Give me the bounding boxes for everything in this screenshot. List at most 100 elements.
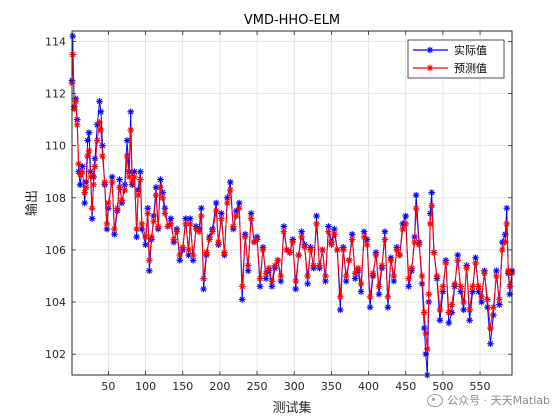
data-point	[97, 108, 105, 116]
data-point	[426, 220, 434, 228]
data-point	[97, 126, 105, 134]
x-tick-label: 400	[358, 380, 379, 393]
data-point	[182, 215, 190, 222]
data-point	[103, 220, 111, 228]
data-point	[198, 212, 205, 220]
data-point	[88, 215, 96, 222]
data-point	[454, 251, 462, 259]
data-point	[378, 262, 386, 269]
x-axis-label: 测试集	[272, 400, 311, 416]
data-point	[91, 163, 99, 170]
data-point	[316, 262, 323, 269]
data-point	[428, 202, 436, 209]
data-point	[262, 270, 270, 277]
data-point	[436, 306, 444, 314]
data-point	[411, 238, 418, 246]
data-point	[342, 272, 350, 280]
data-point	[506, 290, 514, 298]
data-point	[85, 147, 93, 155]
data-point	[460, 306, 467, 314]
data-point	[292, 277, 300, 285]
data-point	[277, 277, 285, 285]
data-point	[396, 251, 404, 259]
y-tick-label: 104	[45, 296, 66, 309]
data-point	[387, 257, 395, 264]
x-tick-label: 550	[470, 380, 491, 393]
data-point	[81, 189, 88, 196]
data-point	[351, 270, 359, 277]
data-point	[339, 246, 347, 254]
data-point	[295, 251, 302, 259]
data-point	[123, 152, 131, 160]
data-point	[127, 108, 135, 116]
data-point	[185, 246, 192, 254]
data-point	[422, 330, 430, 337]
data-point	[475, 283, 482, 290]
data-point	[79, 168, 86, 176]
data-point	[366, 293, 374, 301]
data-point	[360, 228, 368, 235]
data-point	[298, 233, 305, 241]
data-point	[420, 324, 428, 332]
data-point	[128, 178, 136, 186]
wechat-icon	[427, 393, 444, 407]
y-tick-label: 102	[45, 348, 66, 361]
data-point	[460, 298, 467, 306]
data-point	[277, 272, 285, 280]
data-point	[423, 345, 431, 353]
data-point	[76, 181, 84, 189]
data-point	[85, 129, 93, 136]
data-point	[348, 230, 356, 238]
data-point	[466, 306, 473, 314]
data-point	[90, 181, 97, 189]
data-point	[322, 272, 329, 280]
data-point	[463, 264, 470, 272]
data-point	[195, 228, 203, 235]
data-point	[439, 283, 447, 290]
data-point	[200, 275, 207, 282]
grid	[72, 31, 512, 375]
data-point	[167, 220, 175, 228]
data-point	[227, 186, 234, 194]
data-point	[256, 275, 264, 282]
data-point	[73, 121, 81, 129]
data-point	[478, 293, 485, 301]
data-point	[118, 197, 126, 204]
data-point	[405, 283, 412, 290]
data-point	[457, 283, 465, 290]
data-point	[152, 191, 160, 199]
data-point	[445, 309, 453, 316]
data-point	[313, 212, 320, 220]
data-point	[337, 306, 344, 314]
data-point	[176, 251, 184, 259]
data-point	[179, 244, 187, 251]
data-point	[372, 251, 380, 259]
data-point	[133, 233, 140, 241]
data-point	[148, 233, 155, 241]
data-point	[134, 191, 142, 199]
data-point	[145, 257, 153, 264]
data-point	[221, 249, 228, 256]
data-point	[99, 142, 106, 149]
data-point	[133, 225, 140, 233]
data-point	[436, 316, 444, 324]
y-tick-label: 110	[45, 140, 66, 153]
data-point	[142, 233, 149, 241]
data-point	[131, 173, 138, 181]
data-point	[265, 264, 273, 272]
data-point	[84, 152, 91, 160]
data-point	[280, 228, 288, 235]
watermark-text: 公众号 · 天天Matlab	[447, 394, 550, 407]
data-point	[182, 220, 190, 228]
data-point	[360, 233, 368, 241]
data-point	[325, 228, 332, 235]
data-point	[451, 280, 459, 288]
data-point	[173, 228, 181, 235]
x-tick-label: 150	[172, 380, 193, 393]
data-point	[357, 288, 365, 295]
x-tick-label: 250	[247, 380, 268, 393]
y-tick-label: 114	[45, 35, 66, 48]
data-point	[490, 303, 497, 311]
data-point	[200, 285, 207, 293]
